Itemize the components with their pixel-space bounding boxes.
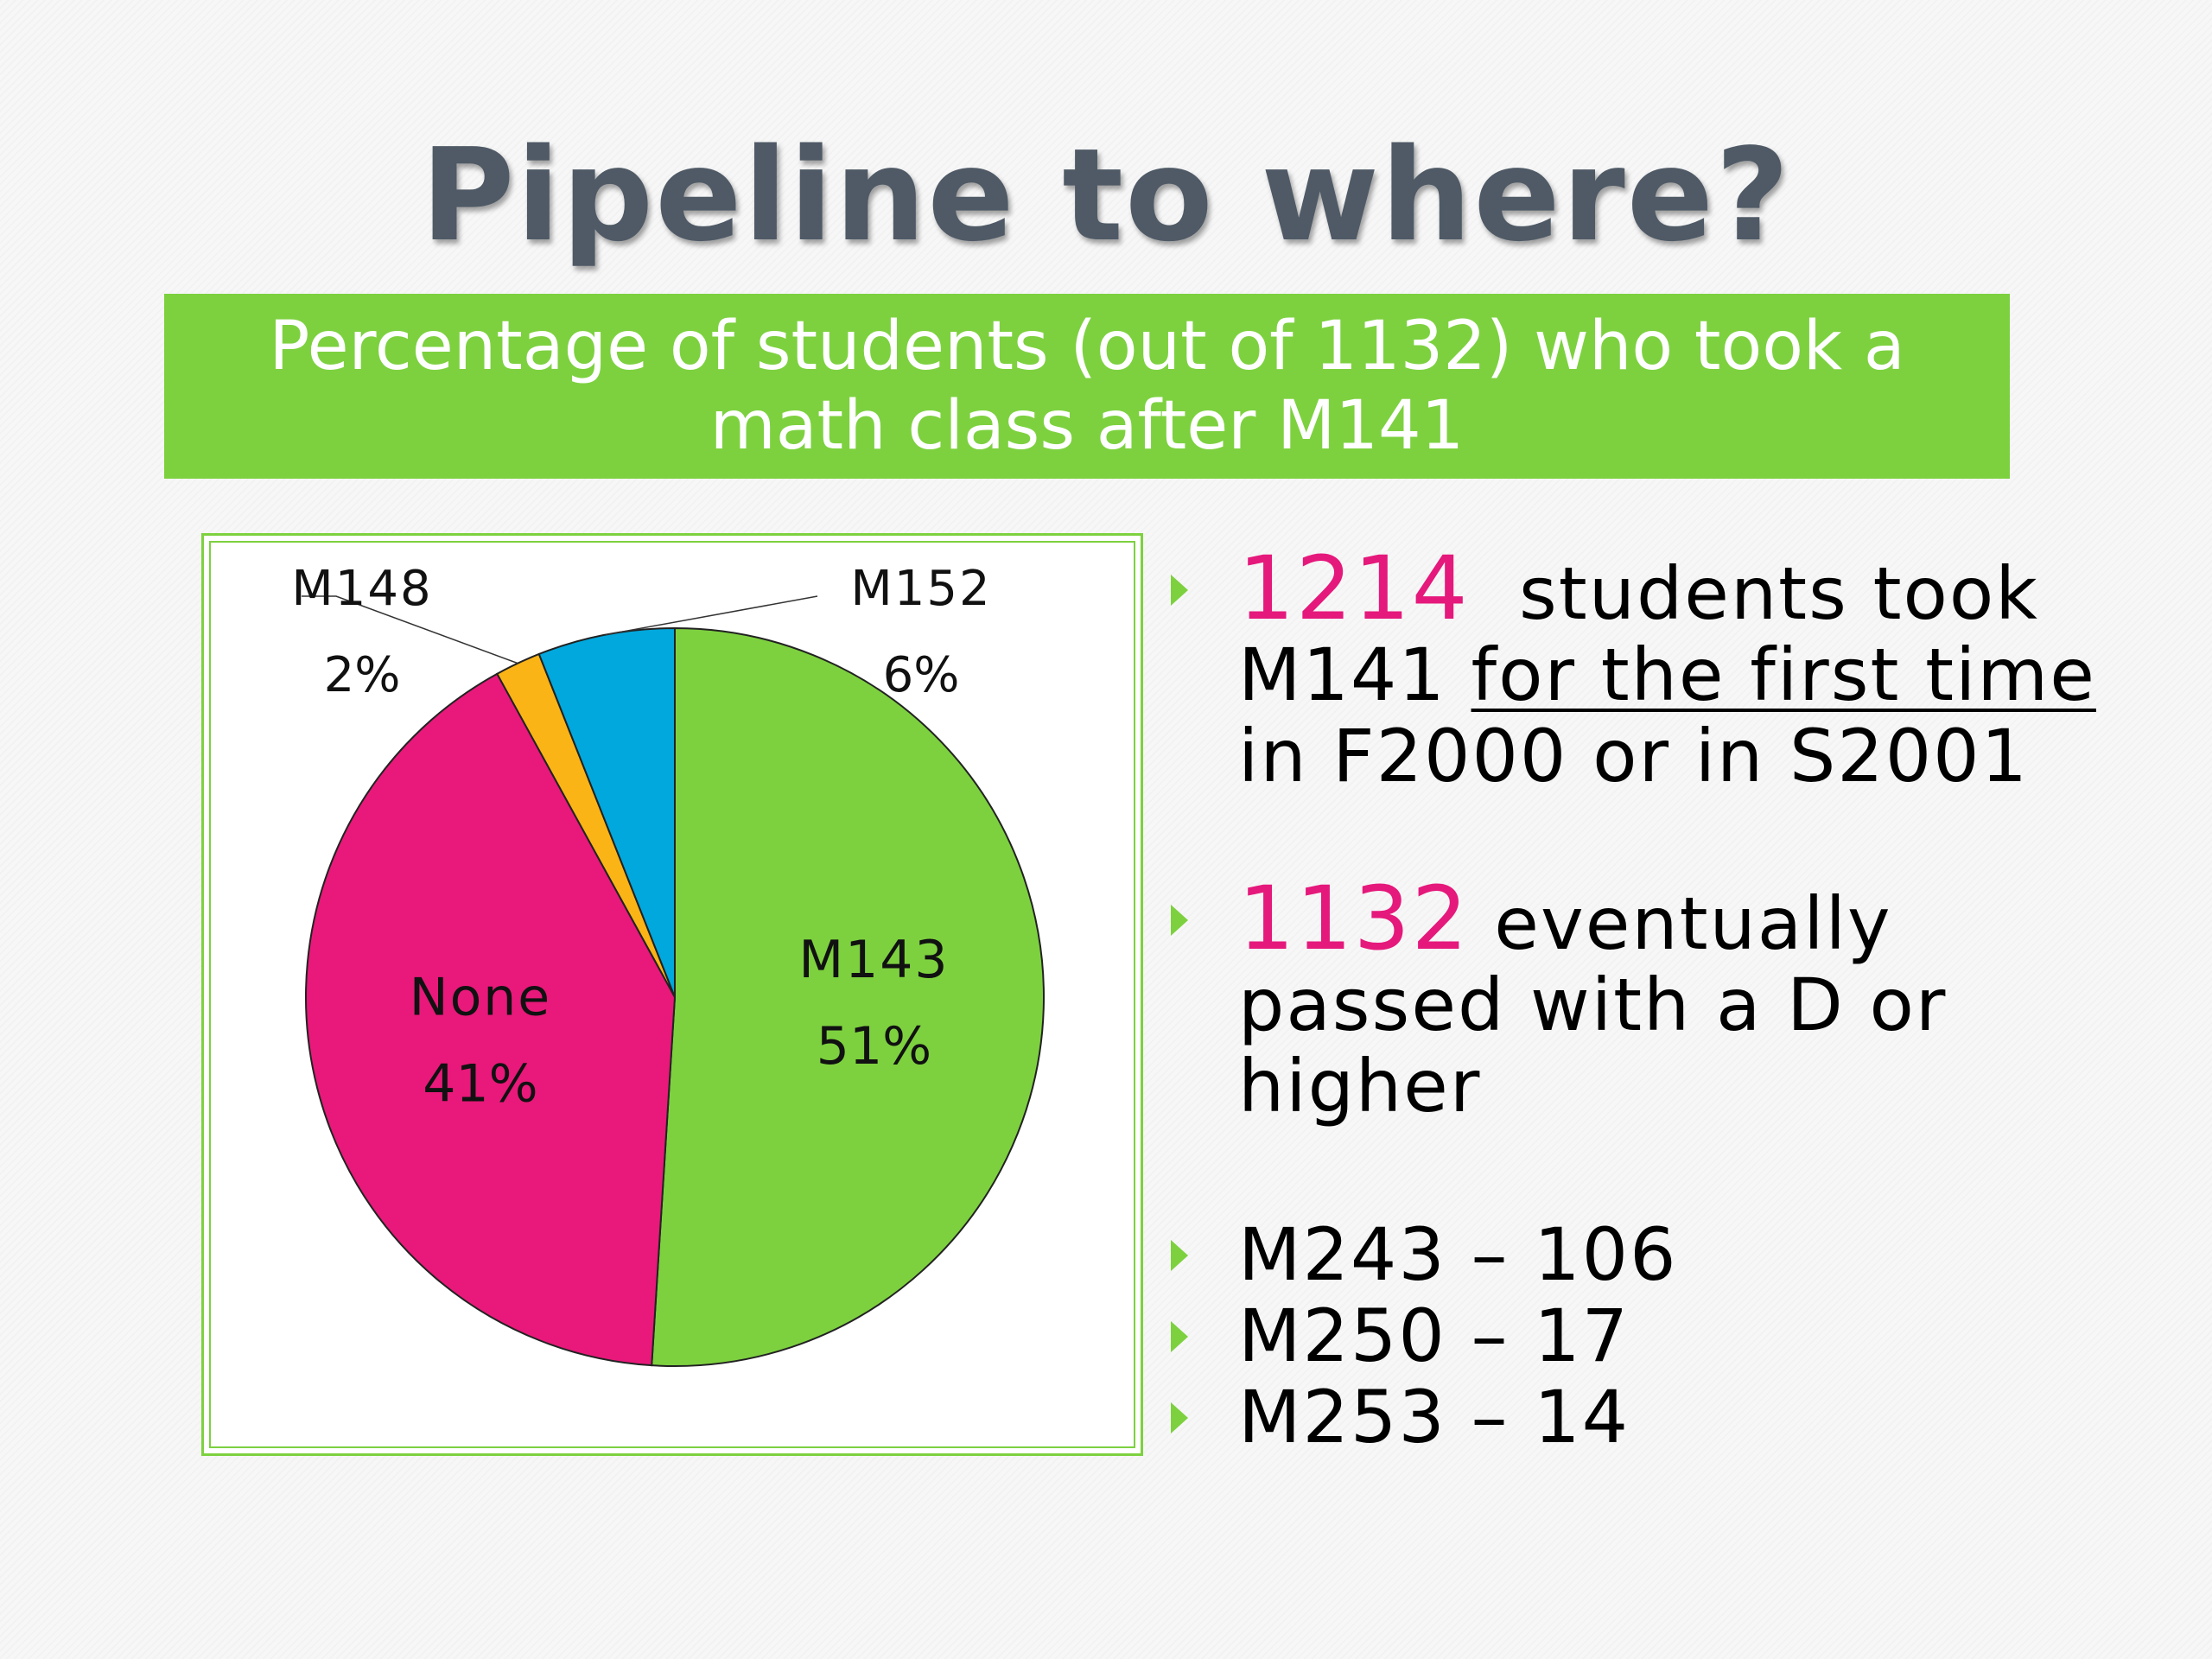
bullet-1-text-3: in F2000 or in S2001 — [1238, 714, 2030, 798]
slice-value-m148: 2% — [324, 647, 401, 703]
bullet-2-text-1: eventually — [1494, 881, 1892, 966]
bullet-arrow-icon — [1171, 1240, 1188, 1271]
pie-chart-frame: M143 51% None 41% M148 2% M152 6% — [201, 533, 1143, 1456]
banner-line-2: math class after M141 — [709, 387, 1465, 465]
list-item: M253 – 14 — [1171, 1376, 1678, 1458]
passed-count: 1132 — [1238, 868, 1470, 970]
bullet-2-text-2: passed with a D or — [1238, 963, 1948, 1047]
slice-label-none: None — [410, 967, 552, 1027]
bullet-arrow-icon — [1171, 905, 1188, 936]
bullet-arrow-icon — [1171, 1321, 1188, 1352]
bullet-1-text-1: students took — [1519, 551, 2039, 636]
slice-value-m152: 6% — [883, 647, 960, 703]
bullet-2-text-3: higher — [1238, 1044, 1482, 1128]
bullet-passed: 1132 eventually passed with a D or highe… — [1171, 875, 1948, 1128]
slice-label-m152: M152 — [850, 561, 991, 617]
bullet-1-text-2: M141 — [1238, 632, 1446, 717]
first-time-count: 1214 — [1238, 537, 1470, 640]
slice-label-m143: M143 — [798, 930, 949, 990]
bullet-arrow-icon — [1171, 1402, 1188, 1433]
pie-slice-m143 — [651, 626, 1045, 1367]
pie-slice-m148 — [495, 652, 676, 998]
bullet-first-time: 1214 students took M141 for the first ti… — [1171, 545, 2096, 798]
list-item-text: M243 – 106 — [1238, 1212, 1678, 1297]
pie-slice-none — [305, 672, 677, 1367]
slice-value-none: 41% — [423, 1053, 537, 1114]
list-item-text: M253 – 14 — [1238, 1375, 1630, 1459]
bullet-arrow-icon — [1171, 575, 1188, 606]
banner-line-1: Percentage of students (out of 1132) who… — [269, 308, 1905, 385]
subtitle-banner: Percentage of students (out of 1132) who… — [164, 294, 2010, 479]
list-item: M250 – 17 — [1171, 1295, 1678, 1376]
leader-line-m148 — [302, 595, 518, 664]
bullet-1-underlined: for the first time — [1471, 632, 2096, 717]
leader-line-m152 — [605, 595, 818, 636]
pie-chart: M143 51% None 41% M148 2% M152 6% — [291, 561, 1045, 1367]
pie-slice-m152 — [537, 626, 676, 998]
slide-title: Pipeline to where? — [421, 121, 1791, 270]
slice-label-m148: M148 — [291, 561, 432, 617]
slice-value-m143: 51% — [817, 1016, 931, 1077]
list-item: M243 – 106 — [1171, 1214, 1678, 1295]
list-item-text: M250 – 17 — [1238, 1294, 1630, 1378]
course-count-list: M243 – 106 M250 – 17 M253 – 14 — [1171, 1214, 1678, 1458]
